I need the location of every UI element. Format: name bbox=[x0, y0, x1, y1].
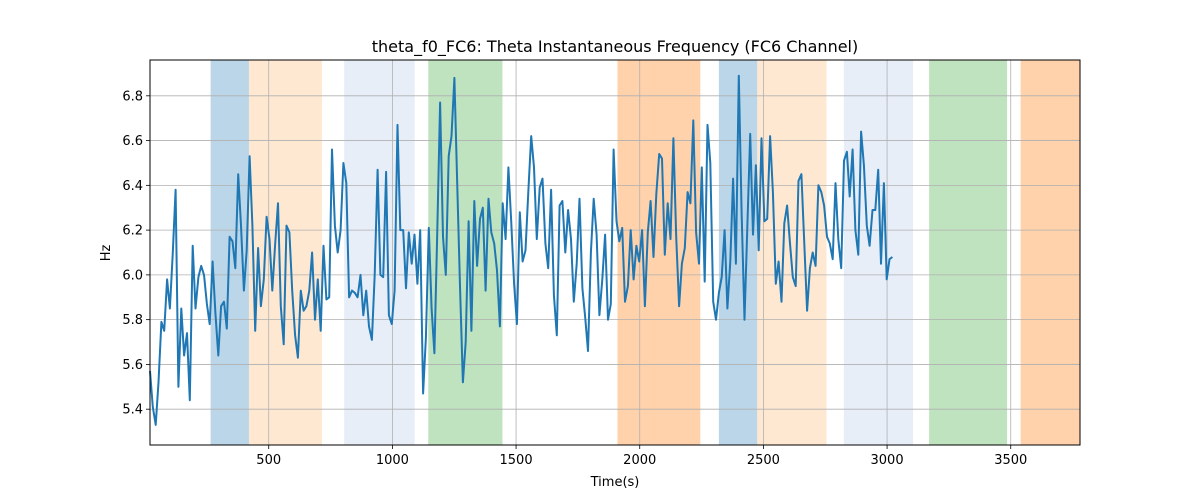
data-line-layer bbox=[149, 74, 894, 426]
y-tick-label: 5.8 bbox=[122, 313, 143, 328]
x-tick-label: 1000 bbox=[376, 453, 409, 468]
x-tick-label: 1500 bbox=[500, 453, 533, 468]
y-tick-label: 6.6 bbox=[122, 134, 143, 149]
highlight-band-7 bbox=[757, 60, 827, 445]
x-tick-label: 500 bbox=[256, 453, 281, 468]
x-tick-label: 3500 bbox=[994, 453, 1027, 468]
highlight-band-9 bbox=[929, 60, 1008, 445]
y-tick-label: 6.0 bbox=[122, 268, 143, 283]
x-tick-label: 2000 bbox=[623, 453, 656, 468]
data-series-line-1 bbox=[149, 74, 894, 426]
highlight-bands bbox=[210, 60, 1080, 445]
plot-frame bbox=[149, 59, 1081, 446]
x-tick-label: 2500 bbox=[747, 453, 780, 468]
y-axis-ticks: 5.4 5.6 5.8 6.0 6.2 6.4 6.6 6.8 bbox=[122, 89, 150, 418]
highlight-band-10 bbox=[1020, 60, 1080, 445]
y-tick-label: 6.8 bbox=[122, 89, 143, 104]
chart-title: theta_f0_FC6: Theta Instantaneous Freque… bbox=[372, 37, 858, 57]
y-tick-label: 6.4 bbox=[122, 179, 143, 194]
x-axis-ticks: 500 1000 1500 2000 2500 3000 3500 bbox=[256, 445, 1027, 468]
y-tick-label: 5.6 bbox=[122, 358, 143, 373]
y-axis-label: Hz bbox=[99, 245, 114, 262]
y-tick-label: 6.2 bbox=[122, 224, 143, 239]
x-axis-label: Time(s) bbox=[590, 475, 640, 490]
highlight-band-8 bbox=[843, 60, 914, 445]
x-tick-label: 3000 bbox=[871, 453, 904, 468]
y-tick-label: 5.4 bbox=[122, 403, 143, 418]
